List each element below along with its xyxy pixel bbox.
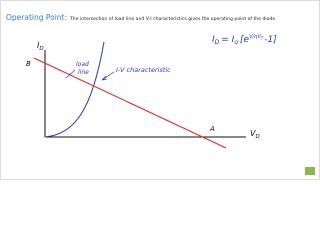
curve-arrow	[101, 71, 115, 81]
header-text: The intersection of load line and V-I ch…	[69, 16, 277, 22]
logo-icon	[305, 167, 315, 175]
load-line-label: load	[76, 61, 89, 68]
background	[0, 0, 320, 180]
header-title: Operating Point:	[6, 13, 67, 22]
slide: Operating Point: The intersection of loa…	[0, 0, 320, 180]
load-line	[33, 57, 227, 149]
x-axis-label: VD	[250, 129, 260, 140]
equation: ID = Io [eV/ηVT-1]	[212, 34, 277, 46]
iv-curve	[44, 41, 105, 138]
y-axis-label: ID	[37, 41, 44, 52]
load-line-label: line	[78, 69, 89, 76]
point-b-label: B	[26, 60, 31, 68]
load-line-arrow	[65, 69, 76, 79]
curve-label: I-V characteristic	[116, 66, 171, 74]
point-a-label: A	[209, 125, 215, 133]
